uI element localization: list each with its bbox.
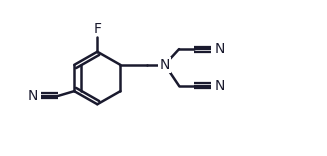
Text: N: N bbox=[214, 79, 225, 93]
Text: N: N bbox=[159, 58, 170, 72]
Text: N: N bbox=[27, 89, 38, 103]
Text: F: F bbox=[93, 22, 101, 36]
Text: N: N bbox=[214, 42, 225, 56]
